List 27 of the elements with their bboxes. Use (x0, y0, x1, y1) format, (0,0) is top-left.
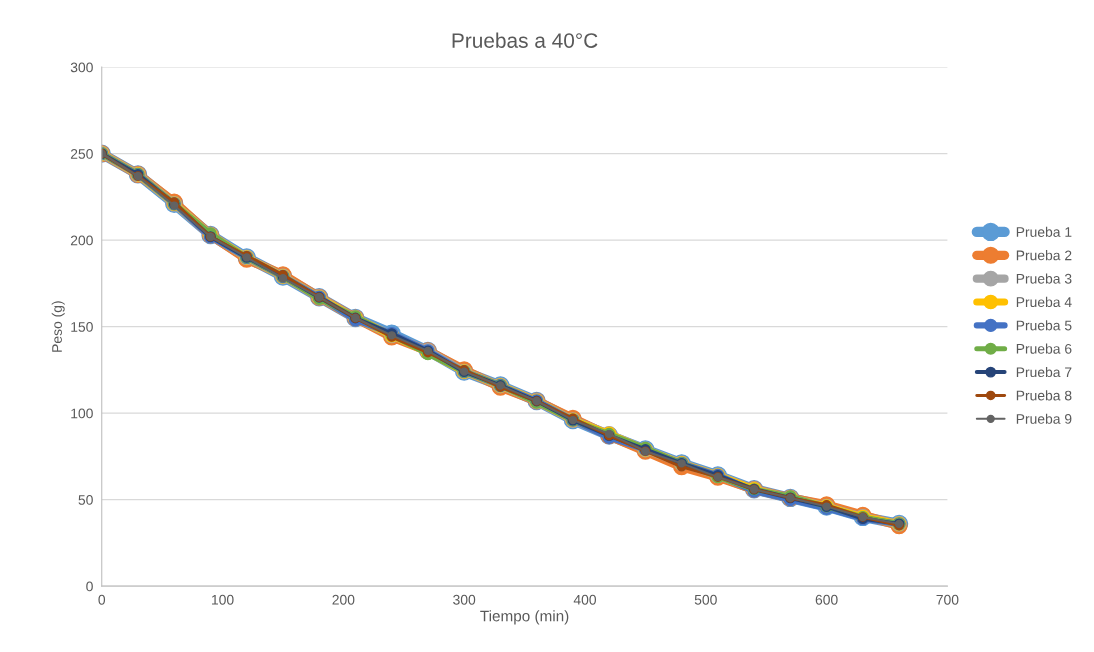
legend-label: Prueba 4 (1016, 296, 1072, 308)
y-axis-title: Peso (g) (51, 301, 65, 352)
x-tick-label: 500 (694, 594, 717, 605)
x-tick-label: 0 (98, 594, 106, 605)
x-tick-label: 300 (453, 594, 476, 605)
legend-label: Prueba 2 (1016, 250, 1072, 261)
y-tick-label: 0 (86, 581, 93, 592)
x-axis-title: Tiempo (min) (480, 610, 569, 625)
x-tick-label: 200 (332, 594, 355, 605)
legend-label: Prueba 3 (1016, 273, 1072, 284)
x-tick-label: 600 (815, 594, 838, 605)
y-tick-label: 200 (70, 235, 93, 246)
y-tick-label: 300 (70, 62, 93, 73)
y-tick-label: 50 (78, 494, 93, 505)
y-tick-label: 100 (71, 408, 93, 419)
legend-label: Prueba 7 (1016, 366, 1072, 378)
x-tick-label: 400 (573, 594, 597, 605)
legend-label: Prueba 9 (1016, 413, 1072, 424)
y-tick-label: 150 (71, 321, 93, 332)
x-tick-label: 100 (212, 594, 234, 605)
y-tick-label: 250 (70, 148, 93, 159)
legend-label: Prueba 1 (1016, 226, 1072, 237)
chart-title: Pruebas a 40°C (452, 32, 598, 48)
x-tick-label: 700 (936, 594, 959, 605)
legend-label: Prueba 5 (1016, 320, 1072, 331)
legend-label: Prueba 8 (1016, 390, 1072, 401)
legend-label: Prueba 6 (1016, 343, 1072, 354)
